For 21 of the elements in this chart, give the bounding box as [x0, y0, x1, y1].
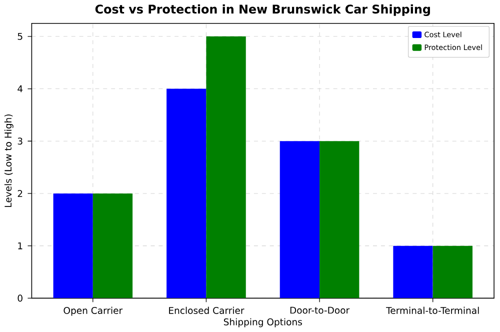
x-tick-label: Open Carrier	[64, 307, 123, 316]
y-tick-label: 3	[18, 138, 22, 145]
bar	[393, 246, 433, 298]
x-tick-label: Terminal-to-Terminal	[386, 307, 479, 314]
y-tick-label: 4	[18, 86, 23, 92]
bar	[320, 141, 360, 298]
chart-title: Cost vs Protection in New Brunswick Car Shipping	[95, 4, 430, 16]
bar	[280, 141, 320, 298]
bar	[432, 246, 473, 298]
bar	[92, 194, 133, 298]
x-axis-title: Shipping Options	[224, 318, 302, 328]
y-tick-label: 1	[18, 242, 22, 250]
bar	[206, 36, 246, 298]
bar	[53, 194, 93, 298]
y-tick-label: 5	[18, 33, 22, 40]
x-tick-label: Enclosed Carrier	[169, 307, 244, 314]
y-tick-label: 2	[18, 190, 22, 198]
bar	[166, 88, 206, 298]
y-tick-label: 0	[18, 294, 22, 302]
y-axis-title: Levels (Low to High)	[4, 114, 14, 208]
x-tick-label: Door-to-Door	[290, 307, 350, 314]
